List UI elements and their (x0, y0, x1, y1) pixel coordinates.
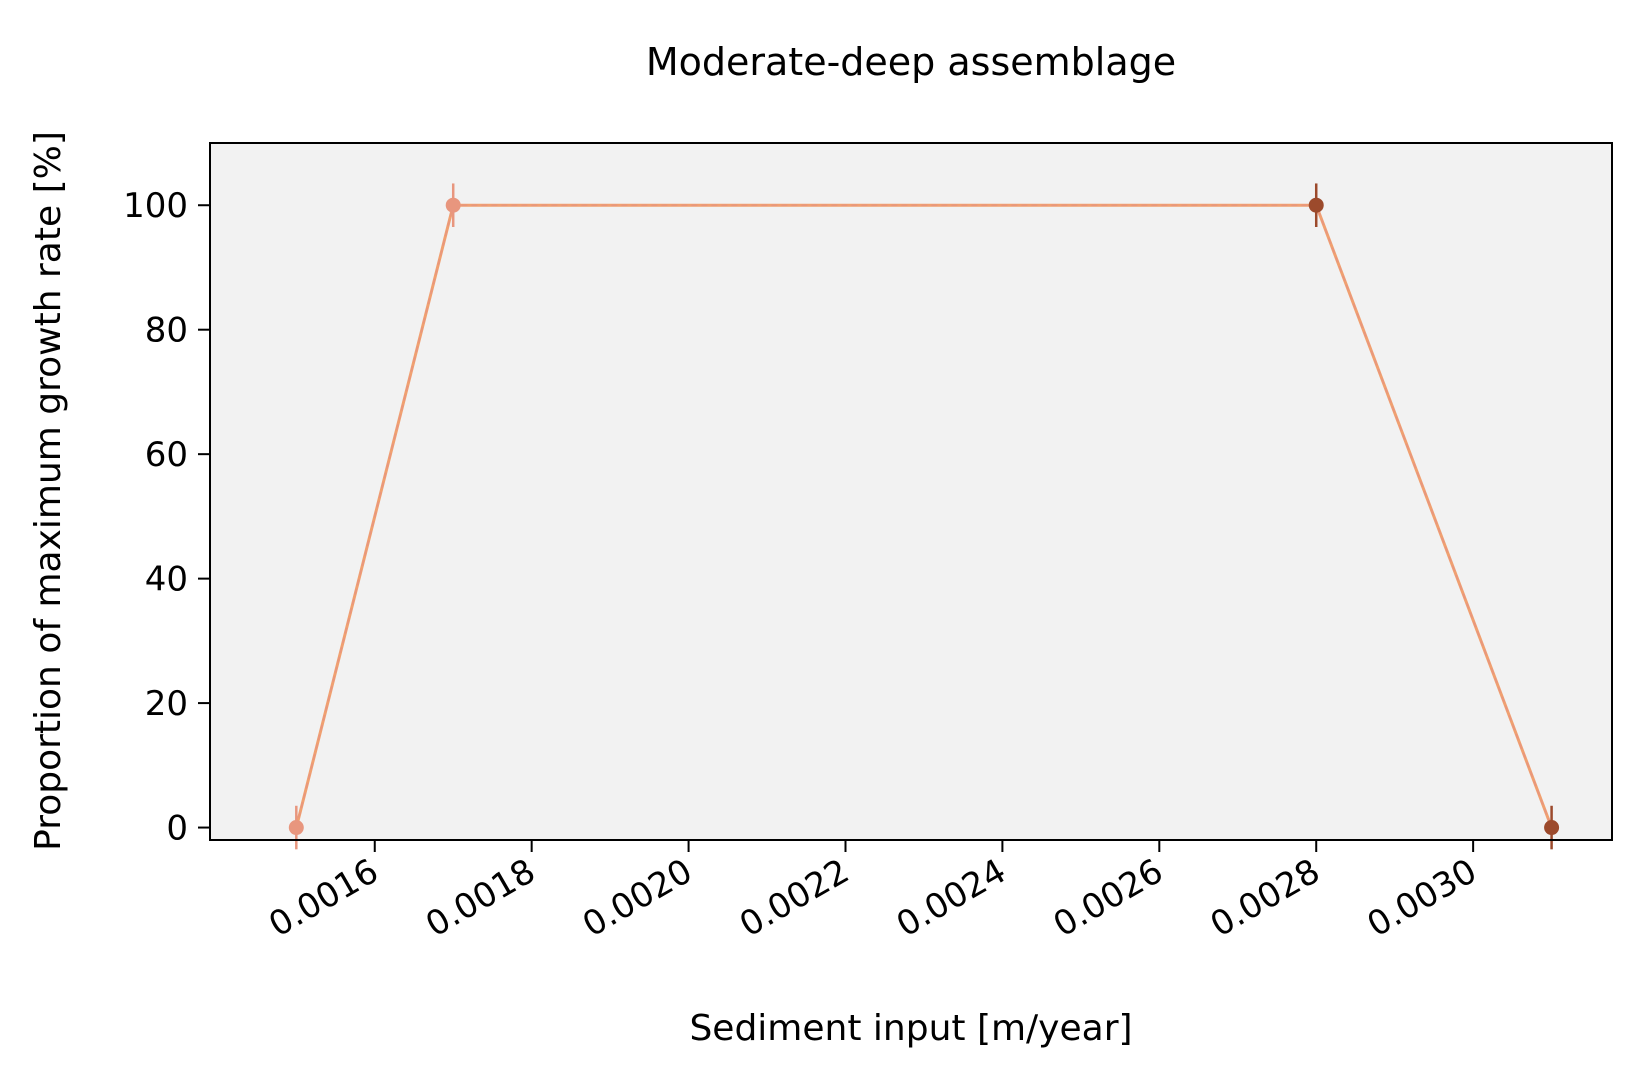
x-tick-label: 0.0016 (262, 851, 385, 945)
y-tick-label: 20 (145, 684, 188, 724)
chart-title: Moderate-deep assemblage (646, 40, 1176, 84)
x-axis-label: Sediment input [m/year] (689, 1008, 1132, 1049)
data-point (1544, 820, 1560, 836)
x-tick-label: 0.0024 (890, 851, 1013, 945)
x-tick-label: 0.0018 (419, 851, 542, 945)
data-point (445, 197, 461, 213)
x-tick-label: 0.0026 (1047, 851, 1170, 945)
y-tick-label: 40 (145, 560, 188, 600)
x-tick-label: 0.0028 (1204, 851, 1327, 945)
y-tick-label: 100 (123, 186, 188, 226)
y-axis-label: Proportion of maximum growth rate [%] (28, 131, 69, 851)
x-axis: 0.0016 0.0018 0.0020 0.0022 0.0024 0.0026 0.00… (262, 840, 1484, 945)
data-point (1308, 197, 1324, 213)
x-tick-label: 0.0022 (733, 851, 856, 945)
data-point (288, 820, 304, 836)
y-tick-label: 0 (166, 809, 188, 849)
series-line-dashed (295, 204, 1553, 828)
series-layer (288, 183, 1560, 850)
plot-frame (209, 142, 1613, 841)
y-tick-label: 80 (145, 311, 188, 351)
plot-background (210, 143, 1612, 840)
y-tick-label: 60 (145, 435, 188, 475)
x-tick-label: 0.0030 (1361, 851, 1484, 945)
y-axis: 0 20 40 60 80 100 (123, 186, 210, 849)
x-tick-label: 0.0020 (576, 851, 699, 945)
